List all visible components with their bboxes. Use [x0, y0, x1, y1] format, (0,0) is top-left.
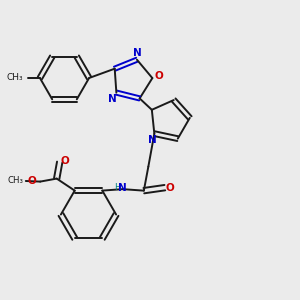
- Text: CH₃: CH₃: [7, 74, 23, 82]
- Text: N: N: [118, 183, 126, 193]
- Text: H: H: [114, 183, 121, 192]
- Text: O: O: [28, 176, 37, 186]
- Text: N: N: [133, 48, 141, 58]
- Text: CH₃: CH₃: [8, 176, 23, 185]
- Text: O: O: [61, 156, 70, 166]
- Text: O: O: [165, 183, 174, 193]
- Text: N: N: [148, 135, 157, 145]
- Text: O: O: [154, 71, 163, 81]
- Text: N: N: [108, 94, 117, 104]
